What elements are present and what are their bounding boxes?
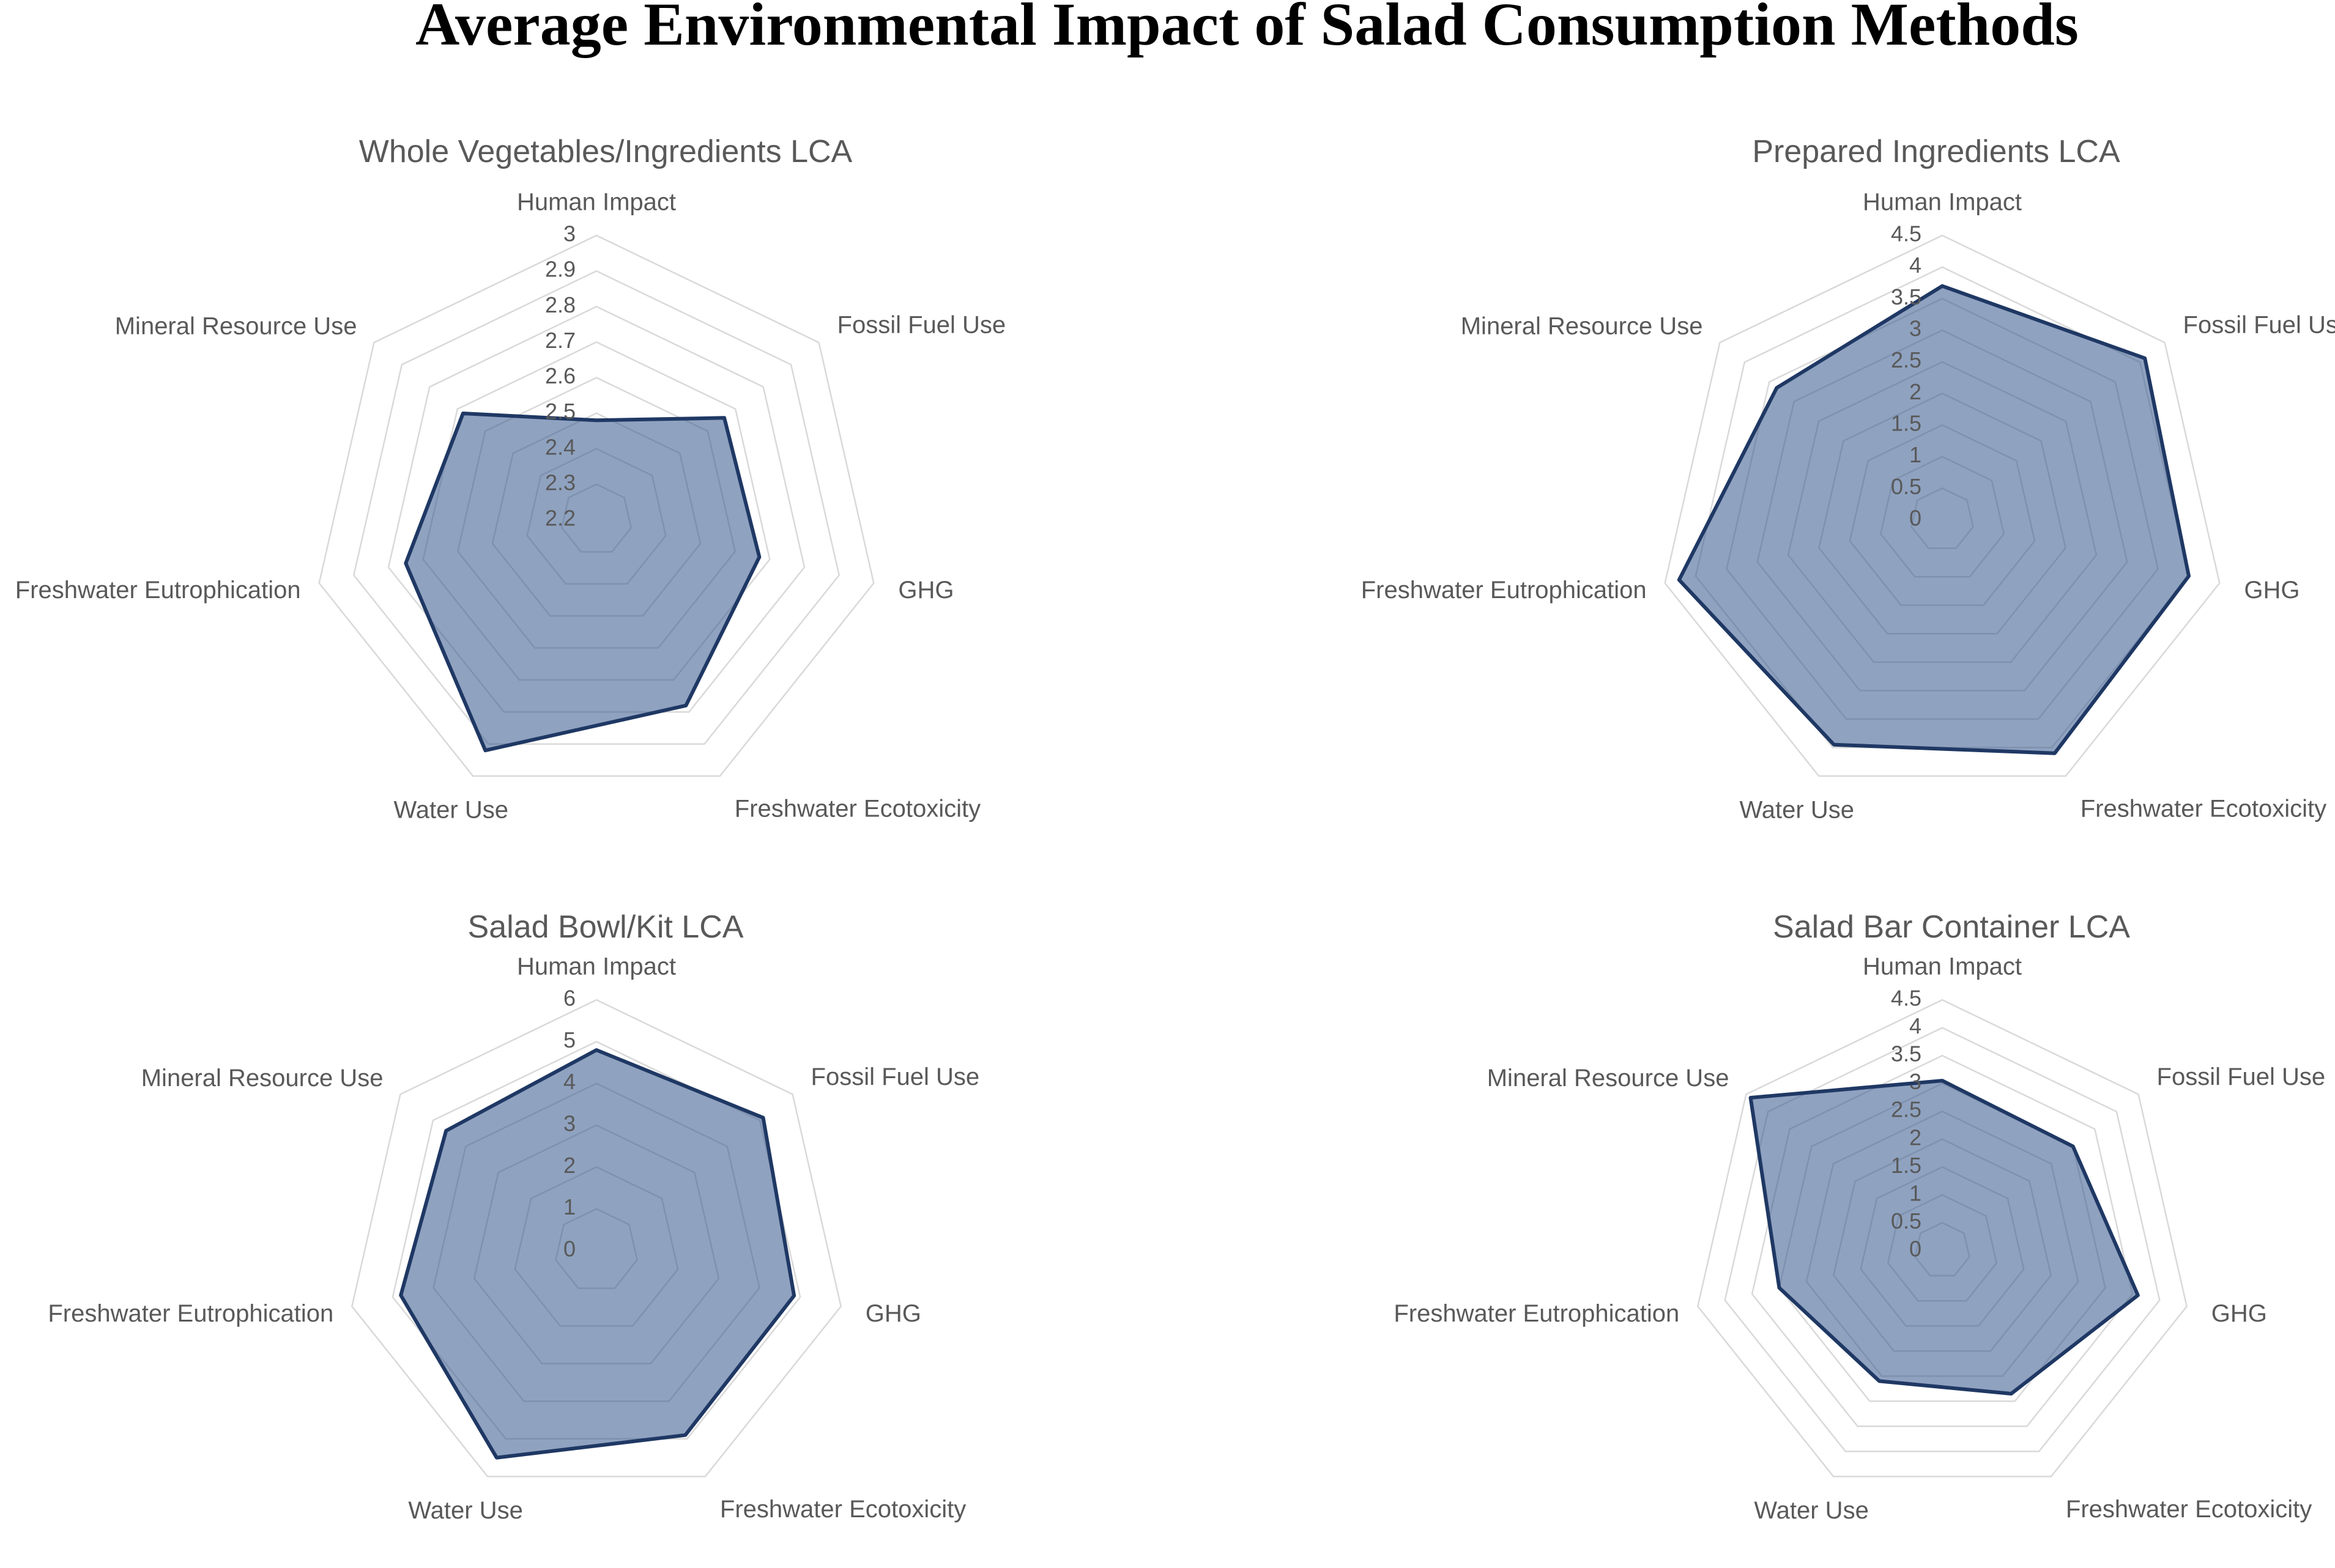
axis-category-label: GHG [2211,1300,2267,1327]
tick-label: 4.5 [1891,221,1921,246]
grid-ring [351,999,842,1477]
axis-category-label: Mineral Resource Use [1461,313,1703,340]
axis-category-label: Water Use [408,1497,522,1524]
axis-category-label: Freshwater Ecotoxicity [2081,796,2326,823]
axis-category-label: Water Use [1740,797,1854,824]
tick-label: 2.5 [545,399,576,424]
tick-label: 0.5 [1891,474,1921,499]
tick-label: 2.4 [545,434,576,459]
chart-title-whole-vegetables: Whole Vegetables/Ingredients LCA [358,134,853,169]
tick-label: 6 [563,986,576,1011]
axis-category-label: Freshwater Eutrophication [48,1300,333,1327]
tick-label: 1 [1909,442,1921,467]
tick-label: 1 [563,1194,576,1219]
radar-data-polygon [404,412,762,753]
tick-label: 3 [563,1111,576,1136]
axis-category-label: Freshwater Ecotoxicity [2066,1496,2312,1523]
grid-ring [1664,234,2221,777]
tick-label: 1.5 [1891,411,1921,436]
radar-data-polygon [1677,284,2191,755]
tick-label: 5 [563,1027,576,1052]
radar-chart-3: 6 5 4 3 2 1 0 Human Impact Fossil Fuel Use GHG Fre… [48,953,979,1524]
tick-label: 3.5 [1891,1041,1921,1067]
axis-category-label: Human Impact [517,953,676,980]
tick-label: 4 [1909,1013,1921,1038]
axis-category-label: Freshwater Ecotoxicity [720,1496,966,1523]
tick-label: 4 [1909,253,1921,278]
axis-category-label: Freshwater Eutrophication [1394,1300,1679,1327]
axis-category-label: Fossil Fuel Use [2157,1063,2326,1090]
axis-category-label: GHG [866,1300,921,1327]
grid-ring [352,270,841,745]
tick-label: 3 [563,221,576,246]
grid-ring [318,234,875,777]
tick-label: 2 [563,1153,576,1178]
tick-label: 0.5 [1891,1208,1921,1233]
tick-label: 2.8 [545,292,576,317]
axis-category-label: Water Use [1754,1497,1868,1524]
tick-label: 1.5 [1891,1153,1921,1178]
tick-label: 2 [1909,1125,1921,1150]
axis-category-label: Mineral Resource Use [1487,1065,1729,1092]
axis-category-label: Human Impact [1863,189,2022,216]
axis-category-label: Human Impact [517,189,676,216]
axis-category-label: Human Impact [1863,953,2022,980]
tick-label: 0 [1909,506,1921,531]
axis-category-label: GHG [2244,577,2300,604]
chart-title-salad-bar-container: Salad Bar Container LCA [1773,909,2130,945]
chart-title-prepared-ingredients: Prepared Ingredients LCA [1752,134,2120,169]
tick-label: 3 [1909,1069,1921,1094]
tick-label: 2.2 [545,506,576,531]
tick-label: 0 [563,1237,576,1262]
tick-label: 0 [1909,1237,1921,1262]
radar-chart-2: 4.5 4 3.5 3 2.5 2 1.5 1 0.5 0 Human Impact Fossil F… [1361,189,2335,824]
radar-chart-1: 3 2.9 2.8 2.7 2.6 2.5 2.4 2.3 2.2 Human Impact Fos… [15,189,1006,824]
radar-data-polygon [399,1048,796,1460]
tick-label: 4 [563,1069,576,1094]
axis-category-label: Fossil Fuel Use [811,1063,980,1090]
axis-category-label: Freshwater Eutrophication [1361,577,1647,604]
chart-title-salad-bowl-kit: Salad Bowl/Kit LCA [467,909,744,945]
axis-category-label: Water Use [394,797,508,824]
axis-category-label: Freshwater Ecotoxicity [735,796,981,823]
tick-label: 3.5 [1891,284,1921,309]
radar-chart-4: 4.54 3.53 2.5 2 1.51 0.5 0 Human Impact Fossil F… [1394,953,2325,1524]
tick-label: 2.7 [545,328,576,353]
tick-label: 2.3 [545,470,576,495]
tick-label: 4.5 [1891,986,1921,1011]
tick-label: 3 [1909,316,1921,341]
page-title: Average Environmental Impact of Salad Co… [415,0,2079,58]
tick-label: 2.6 [545,363,576,388]
tick-label: 2.9 [545,257,576,282]
axis-category-label: Fossil Fuel Use [2183,312,2335,339]
axis-category-label: Fossil Fuel Use [837,312,1006,339]
radar-data-polygon [1748,1079,2140,1396]
axis-category-label: Mineral Resource Use [141,1065,384,1092]
tick-label: 2.5 [1891,347,1921,372]
grid-ring [1696,999,2188,1477]
tick-label: 2 [1909,379,1921,404]
tick-label: 2.5 [1891,1097,1921,1122]
tick-label: 1 [1909,1180,1921,1205]
axis-category-label: GHG [898,577,954,604]
axis-category-label: Mineral Resource Use [115,313,357,340]
axis-category-label: Freshwater Eutrophication [15,577,301,604]
